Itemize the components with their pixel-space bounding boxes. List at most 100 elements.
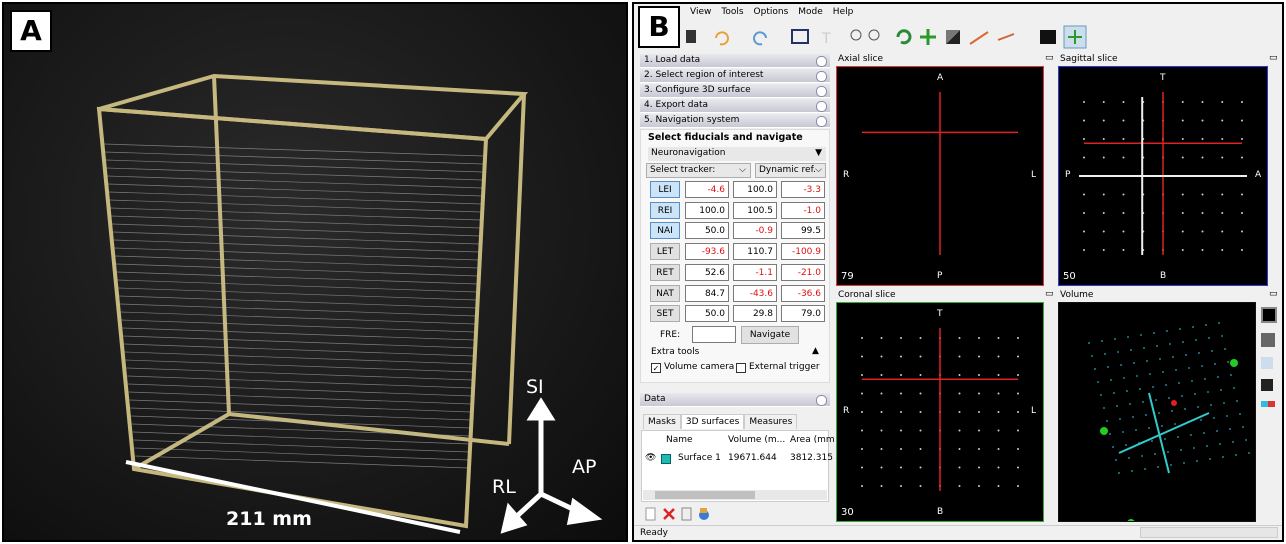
step-header[interactable]: 1. Load data	[640, 54, 830, 68]
orientation-label: L	[1031, 170, 1037, 180]
fre-field[interactable]	[692, 326, 736, 343]
rod	[112, 231, 480, 245]
fiducial-button[interactable]: RET	[650, 263, 680, 281]
menu-item[interactable]: View	[690, 7, 712, 17]
collapse-arrow[interactable]: ▲	[812, 346, 819, 356]
coordinate-field[interactable]: -100.9	[781, 243, 825, 261]
chevron[interactable]	[816, 116, 827, 127]
coordinate-field[interactable]: -36.6	[781, 284, 825, 302]
volume-dot	[1220, 389, 1222, 391]
rod	[118, 287, 477, 301]
volume-dot	[1190, 434, 1192, 436]
axis-label: AP	[572, 456, 597, 478]
volume-dot	[1181, 395, 1183, 397]
volume-dot	[1170, 464, 1172, 466]
viewer-title: Volume	[1060, 290, 1094, 300]
checkbox[interactable]: ✓	[651, 363, 661, 373]
fiducial-button[interactable]: REI	[650, 201, 680, 219]
navigate-button[interactable]: Navigate	[741, 326, 799, 344]
volume-dot	[1156, 345, 1158, 347]
coordinate-field[interactable]: 100.5	[733, 201, 777, 219]
tab[interactable]: Measures	[744, 414, 798, 429]
step-header[interactable]: 2. Select region of interest	[640, 69, 830, 83]
menu-item[interactable]: Help	[832, 7, 854, 17]
coordinate-field[interactable]: -3.3	[781, 181, 825, 198]
coordinate-field[interactable]: 79.0	[781, 305, 825, 323]
visibility-icon[interactable]: 👁	[645, 453, 657, 463]
coordinate-field[interactable]: -1.1	[733, 263, 777, 281]
volume-dot	[1236, 400, 1238, 402]
volume-dot	[1135, 429, 1137, 431]
tab[interactable]: 3D surfaces	[680, 414, 745, 429]
menu-item[interactable]: Mode	[798, 7, 823, 17]
viewer-canvas[interactable]: A P R L 79	[836, 66, 1044, 286]
grid-dot	[958, 355, 961, 358]
coordinate-field[interactable]: 100.0	[685, 201, 729, 219]
scrollbar[interactable]	[1045, 66, 1055, 286]
grid-dot	[997, 355, 1000, 358]
scrollbar[interactable]	[1045, 302, 1055, 522]
volume-dot	[1158, 412, 1160, 414]
chevron[interactable]	[816, 86, 827, 97]
chevron[interactable]	[816, 101, 827, 112]
coordinate-field[interactable]: -93.6	[685, 243, 729, 261]
grid-dot	[1181, 193, 1184, 196]
coordinate-field[interactable]: 29.8	[733, 305, 777, 323]
volume-dot	[1141, 455, 1143, 457]
select-text: Select tracker:	[650, 165, 716, 175]
scrollbar[interactable]	[1269, 66, 1279, 286]
volume-dot	[1245, 439, 1247, 441]
rod	[105, 159, 484, 173]
grid-dot	[1083, 249, 1085, 251]
volume-dot	[1154, 453, 1156, 455]
step-header[interactable]: 3. Configure 3D surface	[640, 84, 830, 98]
volume-dot	[1166, 330, 1168, 332]
grid-dot	[1017, 411, 1019, 413]
coordinate-field[interactable]: 100.0	[733, 181, 777, 198]
chevron[interactable]	[816, 56, 827, 67]
coordinate-field[interactable]: -0.9	[733, 222, 777, 240]
fiducial-button[interactable]: LET	[650, 243, 680, 261]
coordinate-field[interactable]: 84.7	[685, 284, 729, 302]
coordinate-field[interactable]: 52.6	[685, 263, 729, 281]
viewer-canvas[interactable]: T B R L 30	[836, 302, 1044, 522]
reference-select[interactable]: Dynamic ref. ⌵	[755, 163, 826, 178]
volume-dot	[1117, 351, 1119, 353]
scrollbar[interactable]	[643, 490, 827, 500]
maximize-icon[interactable]: ▭	[1045, 53, 1054, 63]
grid-dot	[1221, 119, 1224, 122]
coordinate-field[interactable]: -4.6	[685, 181, 729, 198]
chevron[interactable]	[816, 71, 827, 82]
checkbox[interactable]	[736, 363, 746, 373]
fiducial-button[interactable]: NAI	[650, 222, 680, 240]
step-header[interactable]: 5. Navigation system	[640, 114, 830, 128]
coordinate-field[interactable]: -21.0	[781, 263, 825, 281]
fiducial-button[interactable]: SET	[650, 305, 680, 323]
tab[interactable]: Masks	[643, 414, 681, 429]
step-header[interactable]: 4. Export data	[640, 99, 830, 113]
maximize-icon[interactable]: ▭	[1045, 289, 1054, 299]
tracker-select[interactable]: Select tracker: ⌵	[646, 163, 751, 178]
mode-dropdown[interactable]: Neuronavigation ▼	[648, 147, 826, 161]
viewer-canvas[interactable]: T B P A 50	[1058, 66, 1268, 286]
coordinate-field[interactable]: 50.0	[685, 305, 729, 323]
maximize-icon[interactable]: ▭	[1269, 53, 1278, 63]
volume-dot	[1172, 356, 1174, 358]
coordinate-field[interactable]: 99.5	[781, 222, 825, 240]
orientation-label: A	[1255, 170, 1262, 180]
maximize-icon[interactable]: ▭	[1269, 289, 1278, 299]
grid-dot	[1221, 230, 1224, 233]
grid-dot	[1122, 212, 1125, 214]
rod	[131, 415, 471, 429]
coordinate-field[interactable]: -43.6	[733, 284, 777, 302]
menu-item[interactable]: Options	[753, 7, 789, 17]
volume-dot	[1100, 394, 1102, 396]
fiducial-button[interactable]: NAT	[650, 284, 680, 302]
menu-item[interactable]: Tools	[721, 7, 744, 17]
coordinate-field[interactable]: 110.7	[733, 243, 777, 261]
coordinate-field[interactable]: -1.0	[781, 201, 825, 219]
coordinate-field[interactable]: 50.0	[685, 222, 729, 240]
viewer-canvas[interactable]	[1058, 302, 1256, 522]
volume-dot	[1107, 366, 1109, 368]
fiducial-button[interactable]: LEI	[650, 181, 680, 198]
